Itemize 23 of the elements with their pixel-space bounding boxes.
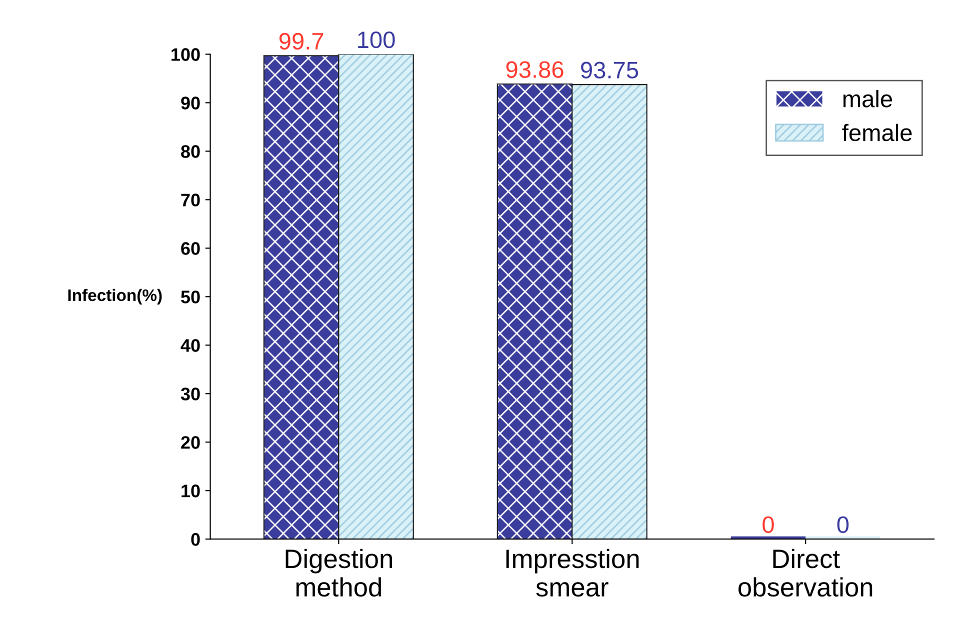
x-tick-label: Impresstion smear (506, 548, 639, 597)
x-tick-label: Digestion method (286, 548, 392, 597)
data-label: 93.75 (581, 62, 638, 78)
y-tick-label: 60 (181, 242, 200, 255)
data-label: 99.7 (279, 32, 324, 50)
y-tick-label: 80 (181, 145, 200, 158)
y-tick-label: 100 (172, 48, 200, 61)
y-tick-label: 30 (180, 388, 200, 400)
data-label: 100 (358, 31, 395, 48)
x-tick-label: Direct observation (738, 548, 872, 597)
y-axis-title: Infection(%) (68, 288, 162, 304)
y-tick-label: 20 (181, 436, 200, 449)
y-tick-label: 70 (181, 194, 200, 206)
data-label: 93.86 (506, 61, 564, 78)
data-label: 0 (762, 516, 774, 534)
y-tick-label: 50 (181, 290, 200, 304)
y-tick-label: 0 (191, 533, 200, 546)
legend-label: male (843, 90, 892, 108)
legend-label: female (842, 124, 912, 142)
data-label: 0 (837, 516, 849, 534)
y-tick-label: 10 (182, 484, 200, 498)
y-tick-label: 90 (181, 96, 200, 110)
y-tick-label: 40 (180, 339, 200, 352)
